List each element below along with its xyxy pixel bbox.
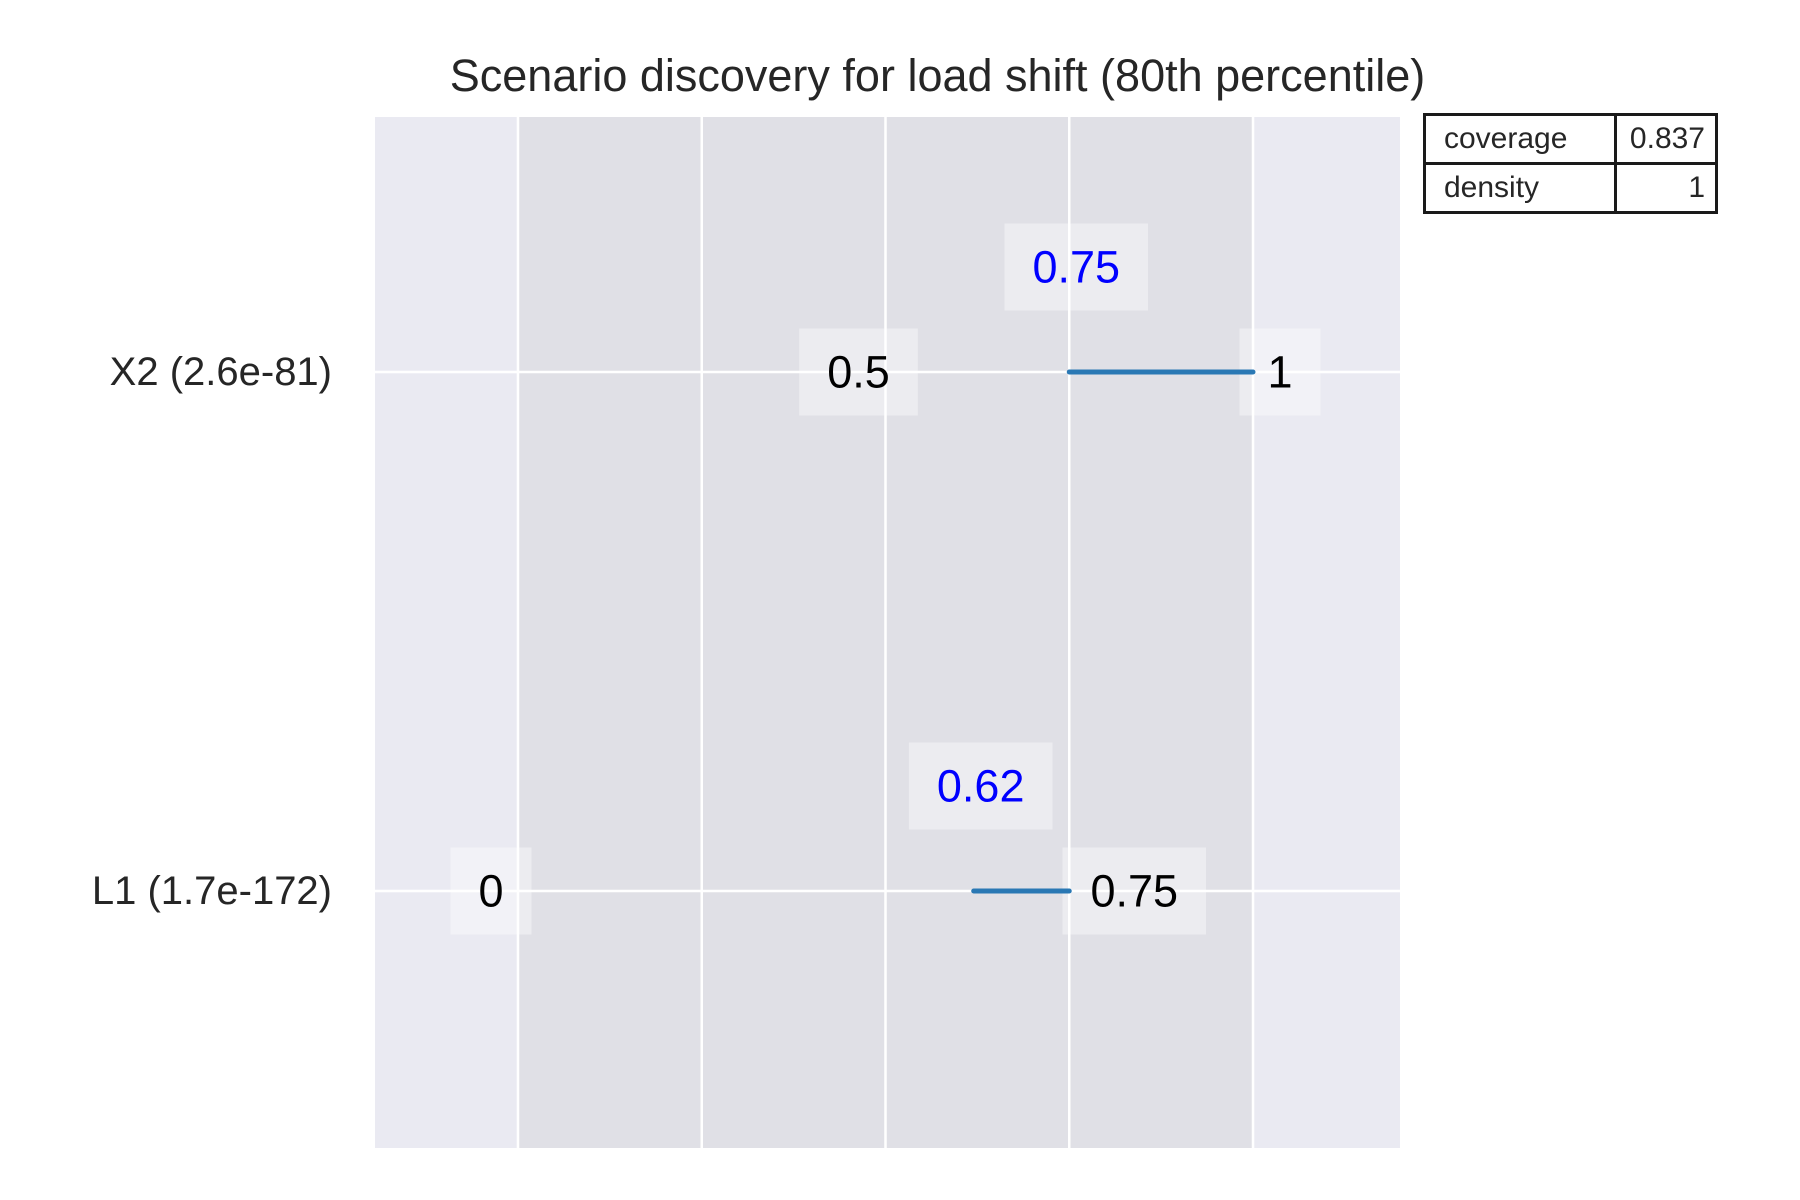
stats-key: coverage bbox=[1423, 113, 1617, 165]
y-tick-label: L1 (1.7e-172) bbox=[92, 869, 332, 913]
box-min-label: 0.75 bbox=[1032, 242, 1120, 293]
range-max-label: 0.75 bbox=[1090, 866, 1178, 917]
stats-key: density bbox=[1423, 162, 1617, 214]
y-tick-label: X2 (2.6e-81) bbox=[110, 350, 332, 394]
range-min-label: 0.5 bbox=[827, 347, 890, 398]
box-min-label-box bbox=[908, 742, 1053, 830]
box-min-label: 0.62 bbox=[937, 761, 1025, 812]
range-min-label-box bbox=[450, 847, 532, 935]
stats-row-density: density 1 bbox=[1423, 162, 1718, 214]
range-min-label: 0 bbox=[478, 866, 503, 917]
chart-title: Scenario discovery for load shift (80th … bbox=[449, 50, 1426, 101]
stats-table: coverage 0.837 density 1 bbox=[1423, 113, 1718, 214]
stats-row-coverage: coverage 0.837 bbox=[1423, 113, 1718, 165]
range-min-label-box bbox=[799, 328, 918, 416]
stats-value: 0.837 bbox=[1614, 113, 1718, 165]
box-min-label-box bbox=[1004, 223, 1149, 311]
range-max-label-box bbox=[1062, 847, 1207, 935]
stats-value: 1 bbox=[1614, 162, 1718, 214]
range-max-label: 1 bbox=[1267, 347, 1292, 398]
